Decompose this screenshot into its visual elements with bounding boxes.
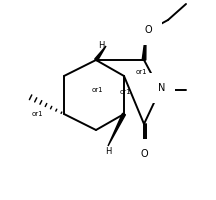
Text: H: H	[98, 40, 104, 49]
Text: O: O	[140, 149, 148, 159]
Polygon shape	[108, 113, 125, 146]
Text: O: O	[144, 25, 152, 35]
Text: N: N	[158, 83, 166, 93]
Text: or1: or1	[136, 69, 148, 75]
Polygon shape	[142, 32, 146, 60]
Text: H: H	[105, 147, 111, 156]
Text: or1: or1	[92, 87, 104, 93]
Text: or1: or1	[120, 89, 132, 95]
Text: or1: or1	[32, 111, 44, 117]
Polygon shape	[95, 46, 106, 61]
